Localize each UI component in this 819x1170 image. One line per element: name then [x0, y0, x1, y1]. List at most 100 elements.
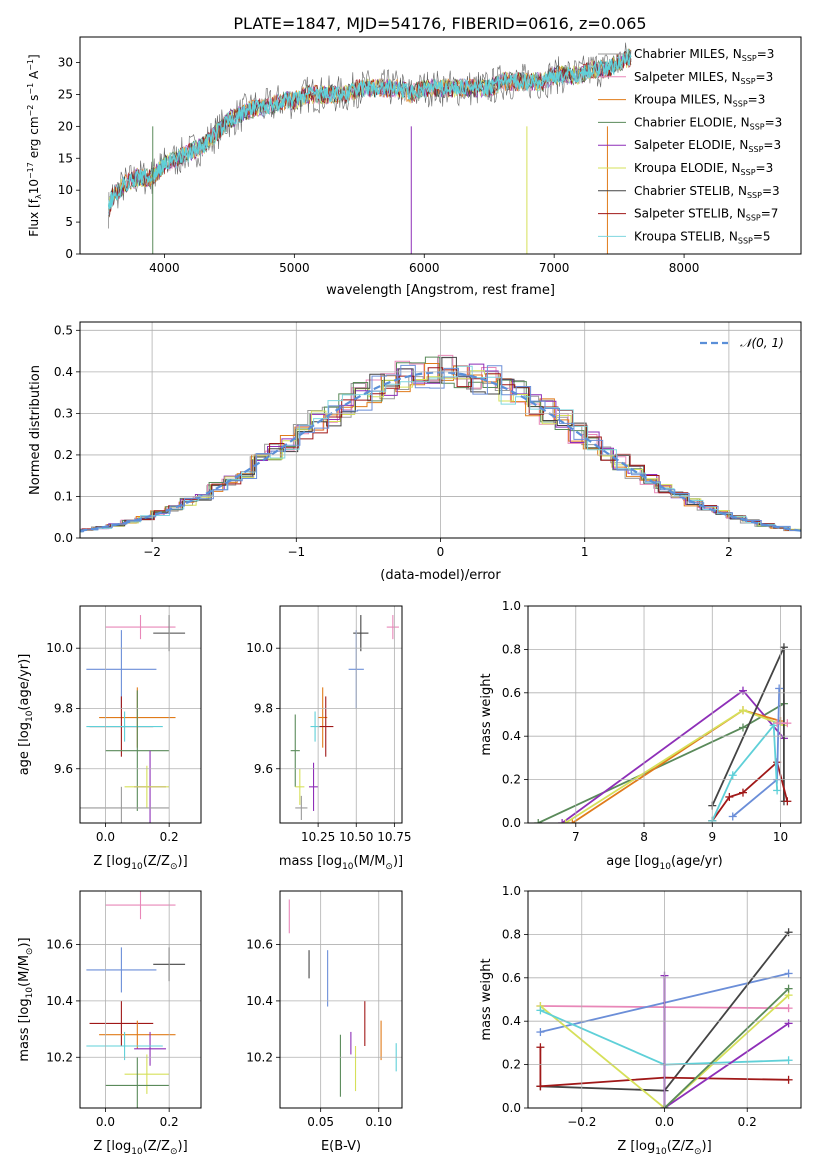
- y-tick-label: 0.4: [54, 365, 73, 379]
- y-tick-label: 10.6: [246, 938, 273, 952]
- legend-label: Kroupa STELIB, NSSP=5: [634, 229, 771, 245]
- plot-area: [107, 42, 632, 254]
- y-tick-label: 30: [58, 56, 73, 70]
- y-axis-label: age [log10(age/yr)]: [17, 654, 35, 776]
- sup: −17: [26, 162, 35, 179]
- y-tick-label: 9.6: [254, 762, 273, 776]
- y-tick-label: 0.0: [502, 816, 521, 830]
- x-tick-label: 9: [708, 830, 716, 844]
- part: )]: [393, 854, 403, 869]
- x-tick-label: 0.0: [96, 1115, 115, 1129]
- y-tick-label: 0.1: [54, 489, 73, 503]
- legend-sub: SSP: [741, 168, 756, 177]
- x-tick-label: 0.0: [655, 1115, 674, 1129]
- y-tick-label: 25: [58, 87, 73, 101]
- x-tick-label: 6000: [409, 261, 440, 275]
- x-tick-label: 4000: [149, 261, 180, 275]
- y-tick-label: 5: [65, 215, 73, 229]
- axes-frame: [527, 890, 802, 1109]
- legend-label: 𝒩(0, 1): [740, 336, 784, 350]
- part: )]: [702, 1139, 712, 1154]
- x-tick-label: 0: [437, 545, 445, 559]
- y-tick-label: 20: [58, 119, 73, 133]
- sub: ⊙: [170, 1147, 178, 1157]
- x-tick-label: −0.2: [567, 1115, 596, 1129]
- part: A: [27, 70, 41, 83]
- y-tick-label: 0.4: [502, 729, 521, 743]
- y-tick-label: 9.8: [54, 701, 73, 715]
- y-axis-label: mass [log10(M/M⊙)]: [17, 937, 35, 1061]
- legend-eq: =3: [763, 138, 781, 152]
- y-tick-label: 0.2: [502, 773, 521, 787]
- legend-sub: SSP: [747, 191, 762, 200]
- legend-sub: SSP: [738, 236, 753, 245]
- x-tick-label: 0.10: [365, 1115, 392, 1129]
- y-tick-label: 0.0: [502, 1101, 521, 1115]
- y-tick-label: 0.2: [502, 1058, 521, 1072]
- legend-sub: SSP: [750, 122, 765, 131]
- sub: 10: [655, 1147, 667, 1157]
- sub: ⊙: [694, 1147, 702, 1157]
- legend-label: Salpeter ELODIE, NSSP=3: [634, 138, 781, 154]
- y-tick-label: 15: [58, 151, 73, 165]
- chart-age-vs-mass: 10.25 10.50 10.75 9.6 9.8 10.0 mass [log10(M/M…: [246, 605, 412, 872]
- y-tick-label: 10.0: [46, 641, 73, 655]
- legend-label: Kroupa MILES, NSSP=3: [634, 93, 765, 109]
- histogram-kroupa-stelib: [80, 365, 801, 533]
- spectrum-line: [108, 42, 632, 229]
- y-tick-label: 0.8: [502, 927, 521, 941]
- plot-area: [288, 899, 397, 1097]
- legend-label: Chabrier STELIB, NSSP=3: [634, 184, 780, 200]
- plot-layer: 4000 5000 6000 7000 8000051015202530Chabrier…: [17, 36, 802, 1157]
- weight-line: [663, 987, 790, 1108]
- y-tick-label: 0.3: [54, 406, 73, 420]
- chart-mass-vs-Z: 0.0 0.2 10.2 10.4 10.6 Z [log10(Z/Z⊙)] mass [l…: [17, 890, 202, 1157]
- x-tick-label: 8000: [669, 261, 700, 275]
- sup: −1: [26, 59, 35, 71]
- x-tick-label: 10.75: [377, 830, 411, 844]
- sub: 10: [25, 710, 35, 722]
- sub: 10: [131, 1147, 143, 1157]
- part: )]: [178, 1139, 188, 1154]
- sub: ⊙: [385, 862, 393, 872]
- part: )]: [178, 854, 188, 869]
- y-tick-label: 9.8: [254, 701, 273, 715]
- y-tick-label: 10.2: [246, 1050, 273, 1064]
- part: (Z/Z: [143, 854, 170, 869]
- legend-eq: =3: [748, 93, 766, 107]
- y-tick-label: 0.5: [54, 323, 73, 337]
- x-tick-label: 0.2: [160, 1115, 179, 1129]
- legend-eq: =3: [756, 161, 774, 175]
- sub: 10: [131, 862, 143, 872]
- spectrum-line: [108, 50, 632, 217]
- histogram-salpeter-stelib: [80, 367, 801, 533]
- legend-sub: SSP: [733, 100, 748, 109]
- y-axis-label: Flux [fλ10−17 erg cm−2 s−1 A−1]: [26, 54, 43, 236]
- x-axis-label: E(B-V): [321, 1139, 361, 1154]
- spectrum-legend: Chabrier MILES, NSSP=3 Salpeter MILES, NS…: [598, 47, 782, 245]
- histogram-kroupa-elodie: [80, 370, 801, 532]
- axes-frame: [279, 890, 403, 1109]
- part: (M/M: [17, 955, 32, 987]
- y-tick-label: 10.0: [246, 641, 273, 655]
- legend-sub: SSP: [746, 214, 761, 223]
- sub: ⊙: [170, 862, 178, 872]
- y-tick-label: 10.4: [246, 994, 273, 1008]
- weight-line: [571, 709, 781, 823]
- part: s: [27, 95, 41, 105]
- legend-sub: SSP: [741, 77, 756, 86]
- x-tick-label: −1: [287, 545, 305, 559]
- figure-title: PLATE=1847, MJD=54176, FIBERID=0616, z=0…: [233, 14, 646, 33]
- axes-frame: [79, 890, 202, 1109]
- y-tick-label: 0.6: [502, 686, 521, 700]
- x-tick-label: 0.05: [307, 1115, 334, 1129]
- legend-eq: =3: [757, 47, 775, 61]
- x-tick-label: 10.50: [339, 830, 373, 844]
- x-axis-label: Z [log10(Z/Z⊙)]: [617, 1139, 711, 1157]
- part: (age/yr)]: [17, 654, 32, 711]
- y-tick-label: 10: [58, 183, 73, 197]
- legend-eq: =3: [765, 115, 783, 129]
- legend-sub: SSP: [748, 145, 763, 154]
- part: ]: [27, 54, 41, 59]
- x-axis-label: age [log10(age/yr): [606, 854, 722, 872]
